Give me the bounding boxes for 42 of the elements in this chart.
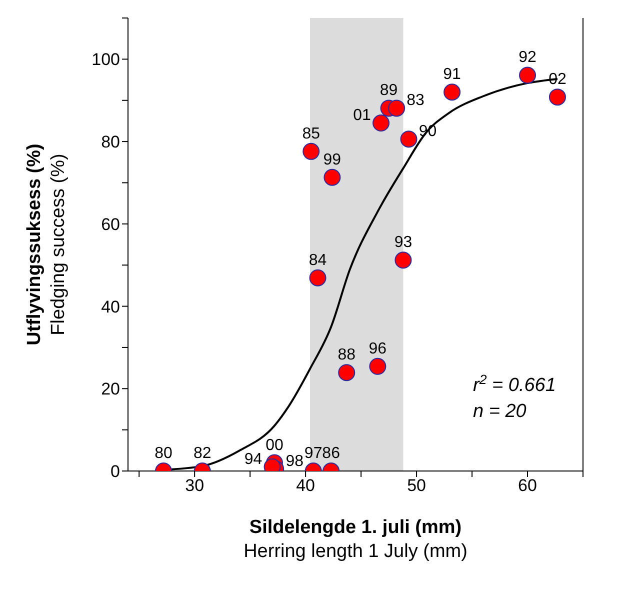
x-tick-label: 40 [296, 476, 316, 496]
annotation: 88 [338, 346, 356, 364]
annotation: 80 [154, 445, 173, 462]
x-tick-label: 50 [407, 476, 426, 496]
annotation: 86 [322, 445, 340, 462]
annotation: 97 [304, 445, 322, 462]
annotation: 91 [443, 66, 462, 84]
y-tick-label: 0 [110, 462, 120, 482]
x-axis-title: Sildelengde 1. juli (mm) Herring length 1 July (mm) [244, 517, 468, 562]
y-tick-label: 20 [101, 380, 120, 399]
point [324, 168, 341, 186]
x-tick-label: 60 [518, 476, 537, 496]
point [519, 66, 536, 84]
annotation: 01 [353, 107, 372, 124]
y-tick-label: 80 [101, 132, 120, 152]
annotation: 83 [406, 92, 425, 110]
point [548, 88, 566, 106]
annotation: 82 [193, 445, 212, 462]
point [302, 142, 320, 160]
point [309, 269, 326, 286]
point [394, 252, 412, 269]
annotation: 85 [302, 125, 320, 142]
point [388, 100, 406, 117]
y-tick-label: 40 [101, 297, 120, 316]
point [400, 130, 418, 148]
annotation: 93 [394, 234, 412, 252]
annotation: 98 [286, 452, 304, 470]
point [372, 114, 390, 132]
y-tick-label: 100 [92, 50, 120, 70]
annotation: r$^{2}$ = 0.661 [473, 372, 556, 396]
point [444, 84, 461, 101]
annotation: 99 [323, 151, 342, 168]
y-axis-title: Utflyvingssuksess (%) Fledging success (%) [24, 144, 69, 346]
annotation: 84 [308, 252, 327, 269]
annotation: 94 [244, 450, 262, 468]
annotation: 92 [518, 49, 537, 66]
x-tick-label: 30 [185, 476, 204, 496]
annotation: 00 [266, 436, 284, 454]
annotation: n = 20 [473, 401, 527, 422]
annotation: 96 [368, 340, 387, 358]
y-tick-label: 60 [101, 214, 120, 234]
annotation: 89 [380, 82, 398, 100]
